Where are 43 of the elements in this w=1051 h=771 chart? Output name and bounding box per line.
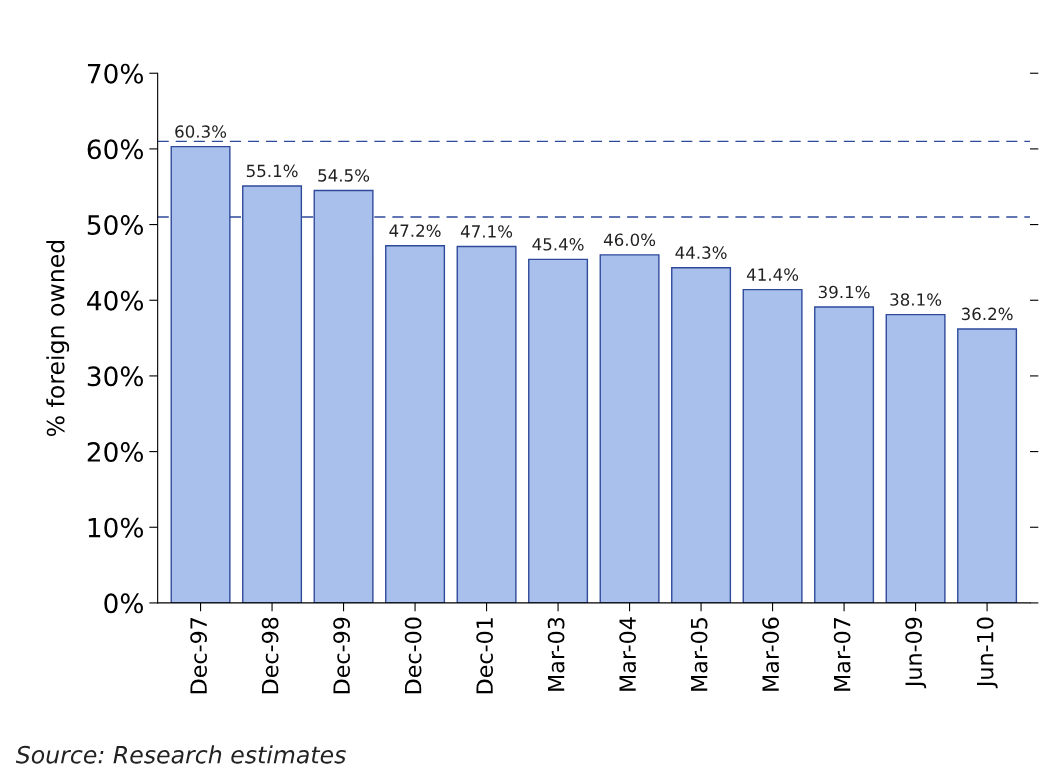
y-tick-label: 50%: [87, 215, 143, 235]
data-label: 47.1%: [460, 225, 513, 238]
data-label: 39.1%: [818, 285, 870, 299]
y-tick-label: 60%: [87, 139, 143, 160]
data-label: 55.1%: [246, 164, 298, 178]
bar: [885, 313, 946, 603]
y-axis-title: % foreign owned: [46, 240, 70, 437]
x-tick-label: Mar-07: [833, 618, 851, 691]
y-tick-label: 70%: [87, 63, 143, 84]
bar: [599, 254, 660, 603]
x-tick-label: Mar-03: [547, 617, 565, 691]
x-tick-label: Dec-97: [190, 618, 207, 694]
y-tick-label: 0%: [104, 593, 143, 614]
x-tick-label: Dec-01: [476, 618, 494, 694]
data-label: 44.3%: [675, 246, 727, 259]
data-label: 41.4%: [746, 268, 799, 281]
x-tick-label: Mar-05: [690, 618, 708, 691]
data-label: 47.2%: [389, 224, 441, 237]
data-label: 38.1%: [890, 293, 942, 306]
bar: [957, 328, 1018, 603]
data-label: 54.5%: [318, 169, 370, 182]
source-note: Source: Research estimates: [15, 745, 346, 764]
x-tick-label: Mar-06: [762, 617, 780, 691]
bar: [814, 306, 875, 603]
x-tick-label: Dec-99: [333, 617, 350, 694]
data-label: 45.4%: [532, 238, 584, 251]
bar: [742, 288, 803, 603]
y-tick-label: 10%: [88, 517, 143, 538]
x-tick-label: Jun-10: [976, 617, 998, 689]
y-tick-label: 30%: [87, 366, 143, 387]
x-tick-label: Jun-09: [905, 617, 927, 689]
bar: [385, 245, 446, 603]
x-tick-label: Dec-00: [404, 617, 422, 694]
data-label: 36.2%: [961, 307, 1013, 321]
x-tick-label: Dec-98: [261, 617, 279, 694]
y-tick-label: 20%: [87, 442, 143, 462]
y-tick-label: 40%: [87, 290, 143, 311]
bar: [456, 245, 517, 603]
bar: [671, 267, 732, 603]
data-label: 60.3%: [175, 125, 227, 138]
bar: [528, 258, 589, 603]
data-label: 46.0%: [603, 233, 656, 247]
x-tick-label: Mar-04: [619, 617, 637, 691]
